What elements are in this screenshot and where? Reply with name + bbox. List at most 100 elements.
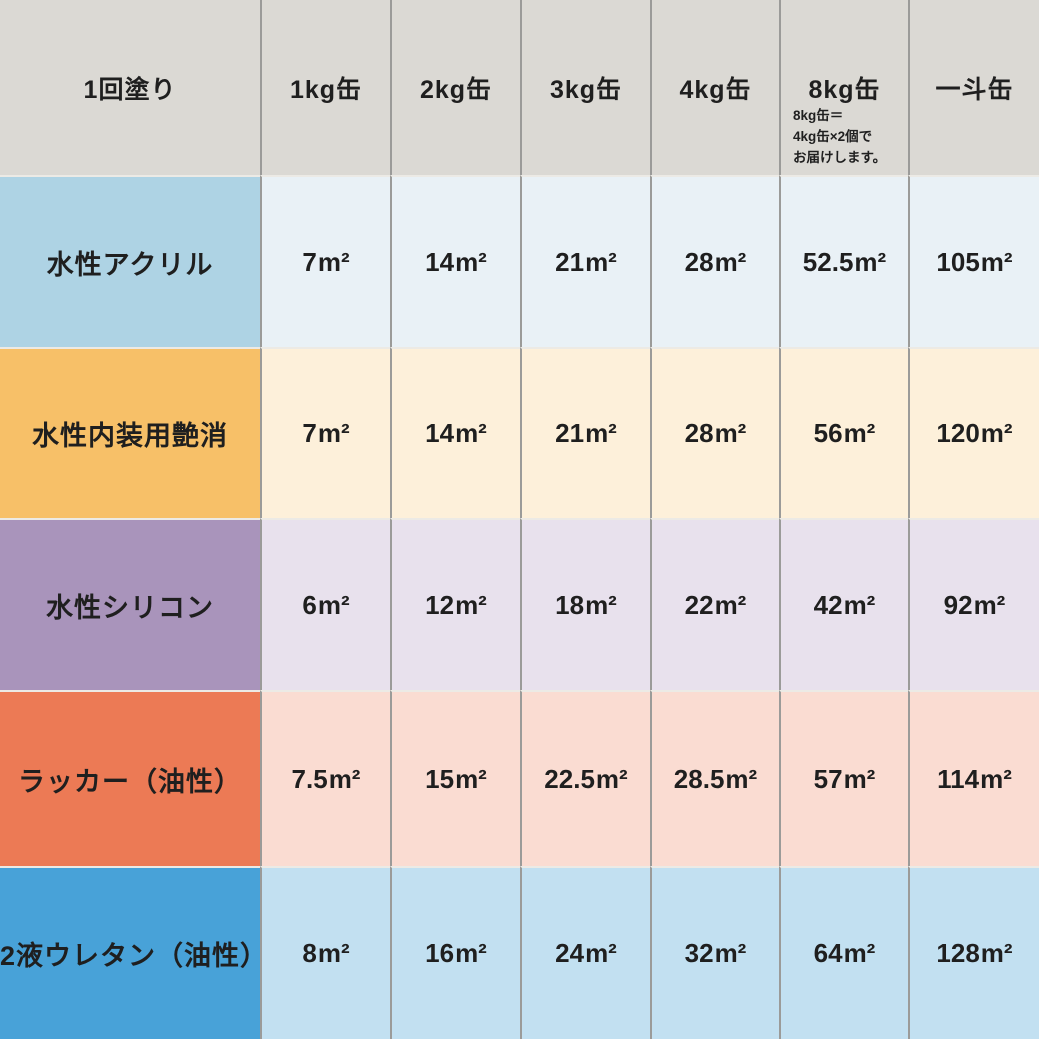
unit-square-meter: m² [455,418,487,448]
coverage-value: 14 [425,418,455,448]
coverage-cell: 32 m² [650,866,779,1039]
coverage-cell: 7 m² [260,347,390,518]
coverage-value: 105 [936,246,980,277]
unit-square-meter: m² [317,246,350,277]
coverage-value: 14 [425,246,455,277]
coverage-cell: 21 m² [520,175,650,347]
header-label: 4kg缶 [679,75,752,104]
coverage-cell: 7 m² [260,175,390,347]
coverage-cell: 64 m² [779,866,908,1039]
unit-square-meter: m² [843,938,876,968]
coverage-value: 28 [684,246,714,277]
coverage-cell: 128 m² [908,866,1039,1039]
unit-square-meter: m² [843,589,876,620]
coverage-cell: 14 m² [390,347,520,518]
coverage-cell: 56 m² [779,347,908,518]
coverage-value: 32 [684,938,714,968]
coverage-value: 7 [302,246,317,277]
note-line: 8kg缶＝ [793,108,844,124]
unit-square-meter: m² [595,763,628,794]
note-line: 4kg缶×2個で [793,129,873,145]
coverage-cell: 92 m² [908,518,1039,690]
coverage-cell: 28 m² [650,347,779,518]
unit-square-meter: m² [843,763,876,794]
coverage-value: 7.5 [291,763,328,794]
header-3kg-can: 3kg缶 [520,0,650,175]
coverage-cell: 8 m² [260,866,390,1039]
coverage-cell: 16 m² [390,866,520,1039]
unit-square-meter: m² [328,763,361,794]
note-line: お届けします。 [793,150,887,166]
row-label-text: 水性シリコン [46,592,214,623]
unit-square-meter: m² [317,418,350,448]
coverage-value: 18 [555,589,585,620]
coverage-cell: 21 m² [520,347,650,518]
row-label-lacquer-oil: ラッカー（油性） [0,690,260,866]
unit-square-meter: m² [317,938,350,968]
header-4kg-can: 4kg缶 [650,0,779,175]
coverage-value: 22.5 [544,763,595,794]
coverage-value: 64 [813,938,843,968]
coverage-value: 22 [684,589,714,620]
unit-square-meter: m² [843,418,876,448]
coverage-cell: 7.5 m² [260,690,390,866]
coverage-value: 6 [302,589,317,620]
coverage-value: 42 [813,589,843,620]
row-label-text: 2液ウレタン（油性） [0,941,260,971]
coverage-value: 28.5 [673,763,725,794]
unit-square-meter: m² [973,589,1006,620]
unit-square-meter: m² [714,938,747,968]
coverage-value: 16 [425,938,455,968]
unit-square-meter: m² [980,418,1013,448]
unit-square-meter: m² [725,763,758,794]
coverage-value: 24 [555,938,585,968]
coverage-cell: 120 m² [908,347,1039,518]
coverage-cell: 114 m² [908,690,1039,866]
unit-square-meter: m² [854,246,887,277]
unit-square-meter: m² [455,589,487,620]
row-label-water-silicone: 水性シリコン [0,518,260,690]
coverage-value: 7 [302,418,317,448]
header-label: 1kg缶 [289,75,363,104]
header-label: 1回塗り [83,75,177,104]
coverage-cell: 12 m² [390,518,520,690]
coverage-value: 56 [813,418,843,448]
coverage-cell: 28.5 m² [650,690,779,866]
8kg-can-note: 8kg缶＝ 4kg缶×2個で お届けします。 [793,106,886,169]
unit-square-meter: m² [714,418,747,448]
header-coats-per-application: 1回塗り [0,0,260,175]
header-label: 8kg缶 [808,75,881,104]
unit-square-meter: m² [980,763,1012,794]
coverage-value: 120 [936,418,980,448]
coverage-cell: 15 m² [390,690,520,866]
row-label-urethane-2k-oil: 2液ウレタン（油性） [0,866,260,1039]
coverage-cell: 22 m² [650,518,779,690]
coverage-value: 57 [813,763,843,794]
row-label-water-acrylic: 水性アクリル [0,175,260,347]
row-label-water-interior-matte: 水性内装用艶消 [0,347,260,518]
row-label-text: 水性内装用艶消 [32,421,228,451]
coverage-cell: 28 m² [650,175,779,347]
coverage-value: 128 [936,938,980,968]
header-8kg-can: 8kg缶 8kg缶＝ 4kg缶×2個で お届けします。 [779,0,908,175]
unit-square-meter: m² [455,938,487,968]
coverage-value: 52.5 [802,246,854,277]
unit-square-meter: m² [585,589,617,620]
header-1kg-can: 1kg缶 [260,0,390,175]
unit-square-meter: m² [585,938,617,968]
coverage-cell: 22.5 m² [520,690,650,866]
coverage-cell: 24 m² [520,866,650,1039]
coverage-value: 12 [425,589,455,620]
coverage-value: 8 [302,938,317,968]
unit-square-meter: m² [980,938,1013,968]
header-label: 一斗缶 [935,75,1014,104]
coverage-value: 21 [555,246,585,277]
row-label-text: 水性アクリル [46,249,214,280]
header-label: 2kg缶 [419,75,493,104]
unit-square-meter: m² [585,418,617,448]
row-label-text: ラッカー（油性） [18,766,242,797]
coverage-value: 28 [684,418,714,448]
coverage-cell: 52.5 m² [779,175,908,347]
unit-square-meter: m² [317,589,350,620]
